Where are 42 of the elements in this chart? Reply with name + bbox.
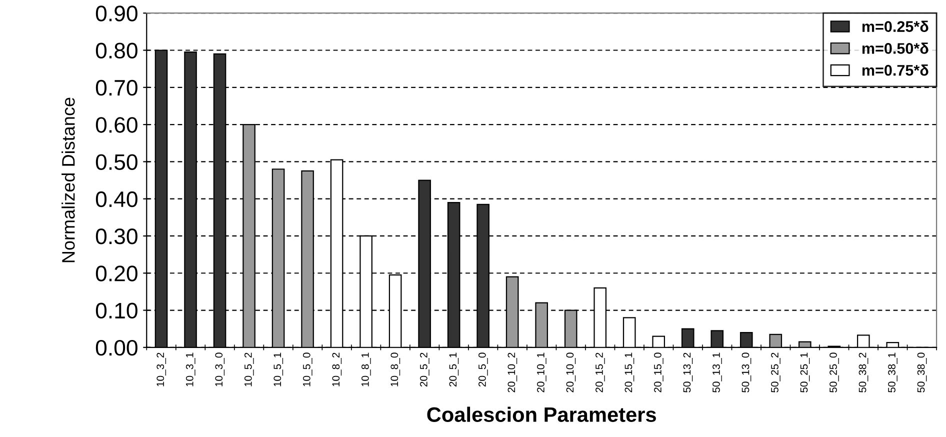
x-tick-label: 20_15_0 [654, 352, 664, 392]
x-axis-title: Coalescion Parameters [427, 406, 656, 422]
x-tick-label: 20_10_0 [566, 352, 576, 392]
legend-label: m=0.25*δ [862, 20, 928, 32]
legend-label: m=0.50*δ [862, 42, 928, 54]
x-tick-label: 50_13_2 [683, 352, 693, 392]
x-tick-label: 10_3_2 [156, 352, 166, 386]
x-tick-label: 20_10_1 [537, 352, 546, 392]
x-tick-label: 20_15_2 [596, 352, 605, 392]
y-tick-label: 0.00 [96, 340, 138, 356]
legend-label: m=0.75*δ [862, 64, 928, 76]
x-tick-label: 50_13_0 [742, 352, 752, 392]
x-tick-label: 50_25_0 [830, 352, 839, 392]
y-tick-label: 0.50 [96, 154, 138, 170]
x-tick-label: 50_13_1 [712, 352, 722, 392]
x-tick-label: 50_38_1 [888, 352, 898, 392]
x-tick-label: 10_3_1 [186, 352, 196, 386]
x-tick-label: 10_5_1 [274, 352, 284, 386]
y-tick-label: 0.20 [96, 266, 138, 282]
y-tick-label: 0.70 [96, 80, 138, 96]
x-tick-label: 20_5_1 [449, 352, 459, 387]
y-tick-label: 0.10 [96, 302, 138, 319]
y-tick-label: 0.90 [96, 6, 138, 22]
y-tick-label: 0.40 [96, 191, 138, 208]
y-tick-label: 0.60 [96, 117, 138, 133]
x-tick-label: 50_25_1 [800, 352, 810, 392]
y-tick-label: 0.30 [96, 228, 138, 244]
x-tick-label: 10_3_0 [215, 352, 225, 386]
x-tick-label: 10_5_0 [302, 352, 312, 386]
y-axis-title: Normalized Distance [62, 98, 75, 262]
x-tick-label: 50_38_2 [858, 352, 868, 392]
x-tick-label: 50_25_2 [771, 352, 780, 392]
x-tick-label: 20_10_2 [508, 352, 518, 392]
x-tick-label: 50_38_0 [917, 352, 927, 392]
y-tick-label: 0.80 [96, 42, 138, 59]
x-tick-label: 10_8_1 [361, 352, 371, 386]
x-tick-label: 20_5_0 [478, 352, 488, 387]
x-tick-label: 10_5_2 [244, 352, 254, 386]
x-tick-label: 10_8_0 [390, 352, 400, 386]
x-tick-label: 20_15_1 [624, 352, 634, 392]
x-tick-label: 10_8_2 [332, 352, 342, 386]
x-tick-label: 20_5_2 [420, 352, 430, 387]
